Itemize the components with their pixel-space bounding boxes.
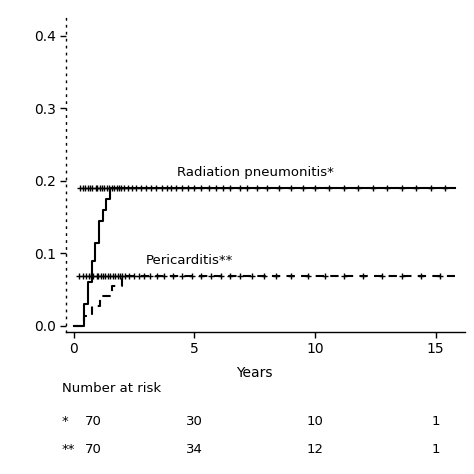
Text: 34: 34 bbox=[186, 443, 203, 456]
Text: Radiation pneumonitis*: Radiation pneumonitis* bbox=[177, 166, 334, 179]
Text: *: * bbox=[62, 415, 68, 428]
Text: 30: 30 bbox=[186, 415, 203, 428]
Text: 12: 12 bbox=[306, 443, 323, 456]
Text: 1: 1 bbox=[431, 415, 440, 428]
Text: Years: Years bbox=[237, 366, 273, 380]
Text: Pericarditis**: Pericarditis** bbox=[146, 254, 233, 266]
Text: 10: 10 bbox=[307, 415, 323, 428]
Text: 1: 1 bbox=[431, 443, 440, 456]
Text: Number at risk: Number at risk bbox=[62, 382, 161, 394]
Text: 70: 70 bbox=[85, 415, 102, 428]
Text: 70: 70 bbox=[85, 443, 102, 456]
Text: **: ** bbox=[62, 443, 75, 456]
